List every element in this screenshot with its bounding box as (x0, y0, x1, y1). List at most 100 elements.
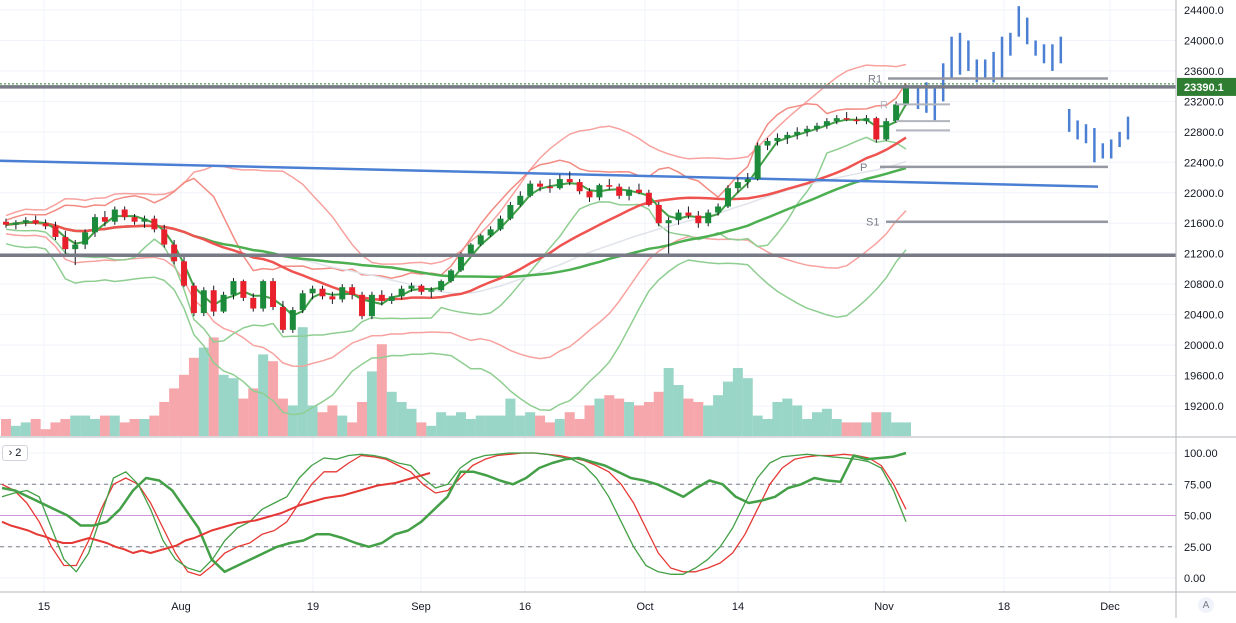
volume-bar (446, 415, 457, 436)
x-tick-label: Oct (636, 601, 653, 613)
osc-y-tick-label: 75.00 (1184, 479, 1212, 491)
candle-body (596, 185, 603, 198)
x-tick-label: 14 (732, 601, 744, 613)
y-tick-label: 24000.0 (1184, 35, 1224, 47)
volume-bar (10, 425, 21, 436)
candle-body (774, 137, 781, 141)
y-tick-label: 22400.0 (1184, 157, 1224, 169)
candle-body (378, 294, 385, 301)
volume-bar (307, 405, 318, 436)
volume-bar (653, 391, 664, 436)
candle-body (131, 217, 138, 222)
candle-body (428, 290, 435, 292)
volume-bars (1, 327, 911, 436)
volume-bar (495, 415, 506, 436)
volume-bar (475, 415, 486, 436)
volume-bar (129, 419, 140, 436)
volume-bar (179, 374, 190, 436)
volume-bar (406, 408, 417, 436)
candle-body (873, 118, 880, 140)
volume-bar (99, 415, 110, 436)
volume-bar (861, 422, 872, 436)
volume-bar (752, 415, 763, 436)
volume-bar (268, 361, 279, 436)
bollinger-inner-upper (5, 82, 907, 279)
volume-bar (663, 368, 674, 436)
volume-bar (70, 415, 81, 436)
volume-bar (297, 327, 308, 436)
candle-body (556, 179, 563, 189)
candle-body (111, 209, 118, 222)
volume-bar (376, 344, 387, 436)
osc-series-line (1, 451, 907, 574)
volume-bar (317, 412, 328, 436)
grid (0, 0, 1176, 592)
volume-bar (416, 422, 427, 436)
y-tick-label: 21600.0 (1184, 218, 1224, 230)
volume-bar (673, 385, 684, 436)
candle-body (853, 119, 860, 122)
volume-bar (109, 415, 120, 436)
x-tick-label: Nov (874, 601, 894, 613)
volume-bar (604, 395, 615, 436)
volume-bar (228, 378, 239, 436)
candle-body (101, 217, 108, 222)
candle-body (724, 188, 731, 207)
candle-body (626, 189, 633, 196)
volume-bar (693, 402, 704, 436)
y-tick-label: 23200.0 (1184, 96, 1224, 108)
candle-body (695, 215, 702, 224)
candle-body (82, 232, 89, 245)
x-tick-label: 16 (519, 601, 531, 613)
volume-bar (535, 415, 546, 436)
pivot-label: R1 (868, 74, 882, 86)
pivot-label: P (860, 162, 867, 174)
candle-body (299, 293, 306, 311)
pane-toggle-button[interactable]: › 2 (2, 445, 28, 461)
bollinger-inner-lower (5, 136, 907, 343)
candle-body (635, 189, 642, 193)
volume-bar (188, 357, 199, 436)
volume-bar (564, 412, 575, 436)
volume-bar (50, 422, 61, 436)
candle-body (675, 212, 682, 221)
candle-body (22, 220, 29, 223)
candle-body (161, 229, 168, 245)
osc-series-line (1, 452, 907, 575)
candle-body (823, 121, 830, 126)
candle-body (507, 204, 514, 219)
volume-bar (30, 419, 41, 436)
volume-bar (258, 354, 269, 436)
candle-body (418, 285, 425, 292)
candle-body (794, 131, 801, 135)
candle-body (744, 179, 751, 183)
volume-bar (584, 405, 595, 436)
volume-bar (505, 398, 516, 436)
candle-body (715, 206, 722, 213)
candle-body (606, 185, 613, 187)
candle-body (448, 270, 455, 282)
volume-bar (742, 378, 753, 436)
candle-body (171, 244, 178, 262)
volume-bar (762, 419, 773, 436)
volume-bar (574, 419, 585, 436)
candle-body (12, 222, 19, 225)
volume-bar (772, 402, 783, 436)
y-tick-label: 22800.0 (1184, 127, 1224, 139)
x-tick-label: 15 (38, 601, 50, 613)
candle-body (289, 310, 296, 330)
volume-bar (327, 405, 338, 436)
pivot-label: S1 (866, 217, 879, 229)
volume-bar (811, 412, 822, 436)
volume-bar (208, 337, 219, 436)
y-tick-label: 23600.0 (1184, 66, 1224, 78)
volume-bar (871, 412, 882, 436)
volume-bar (287, 405, 298, 436)
candle-body (705, 212, 712, 224)
candle-body (467, 244, 474, 256)
candle-body (319, 288, 326, 297)
volume-bar (614, 398, 625, 436)
auto-scale-button[interactable]: A (1198, 597, 1214, 613)
